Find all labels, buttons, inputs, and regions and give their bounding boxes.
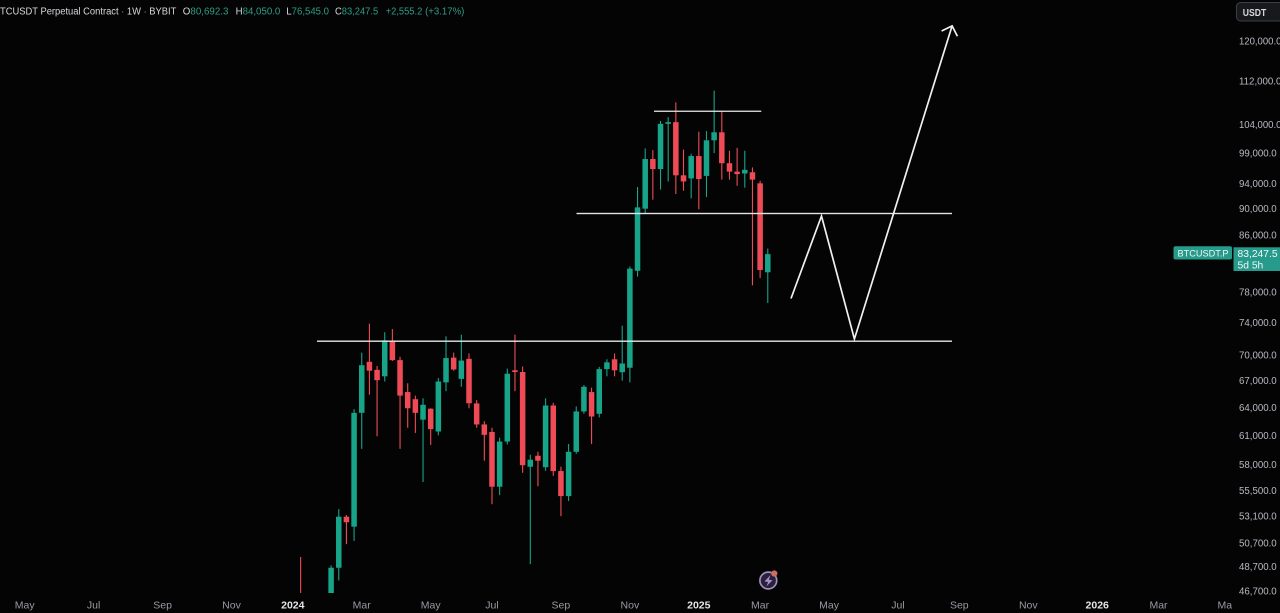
svg-text:Mar: Mar — [353, 599, 372, 611]
svg-text:H84,050.0: H84,050.0 — [236, 6, 281, 17]
svg-text:99,000.0: 99,000.0 — [1239, 149, 1277, 160]
svg-text:70,000.0: 70,000.0 — [1239, 351, 1277, 362]
svg-text:BTCUSDT.P: BTCUSDT.P — [1178, 248, 1229, 258]
svg-text:78,000.0: 78,000.0 — [1239, 288, 1277, 299]
svg-text:90,000.0: 90,000.0 — [1239, 204, 1277, 215]
svg-text:104,000.0: 104,000.0 — [1239, 120, 1280, 131]
svg-text:86,000.0: 86,000.0 — [1239, 231, 1277, 242]
svg-text:May: May — [421, 599, 442, 611]
svg-text:5d 5h: 5d 5h — [1238, 260, 1264, 271]
svg-text:83,247.5: 83,247.5 — [1238, 249, 1278, 260]
svg-text:+2,555.2: +2,555.2 — [386, 6, 423, 17]
svg-text:C83,247.5: C83,247.5 — [335, 6, 379, 17]
svg-text:2024: 2024 — [281, 599, 305, 611]
svg-text:Jul: Jul — [891, 599, 904, 611]
svg-text:Sep: Sep — [552, 599, 571, 611]
svg-text:May: May — [1217, 599, 1238, 611]
svg-text:TCUSDT Perpetual Contract · 1W: TCUSDT Perpetual Contract · 1W · BYBIT — [0, 6, 176, 17]
svg-text:58,000.0: 58,000.0 — [1239, 460, 1277, 471]
svg-text:May: May — [819, 599, 840, 611]
svg-text:61,000.0: 61,000.0 — [1239, 431, 1277, 442]
svg-text:46,700.0: 46,700.0 — [1239, 587, 1277, 598]
svg-text:Mar: Mar — [1149, 599, 1168, 611]
svg-text:Nov: Nov — [222, 599, 241, 611]
svg-text:Nov: Nov — [621, 599, 640, 611]
svg-text:53,100.0: 53,100.0 — [1239, 512, 1277, 523]
svg-text:2026: 2026 — [1086, 599, 1110, 611]
svg-text:Sep: Sep — [153, 599, 172, 611]
svg-text:O80,692.3: O80,692.3 — [183, 6, 229, 17]
svg-text:50,700.0: 50,700.0 — [1239, 539, 1277, 550]
svg-text:94,000.0: 94,000.0 — [1239, 179, 1277, 190]
svg-text:2025: 2025 — [687, 599, 711, 611]
svg-text:55,500.0: 55,500.0 — [1239, 486, 1277, 497]
svg-text:74,000.0: 74,000.0 — [1239, 318, 1277, 329]
svg-text:Mar: Mar — [751, 599, 770, 611]
svg-text:Sep: Sep — [950, 599, 969, 611]
svg-text:48,700.0: 48,700.0 — [1239, 562, 1277, 573]
svg-text:64,000.0: 64,000.0 — [1239, 403, 1277, 414]
svg-text:(+3.17%): (+3.17%) — [425, 6, 464, 17]
svg-text:USDT: USDT — [1243, 7, 1267, 19]
svg-text:May: May — [15, 599, 36, 611]
svg-text:Nov: Nov — [1019, 599, 1038, 611]
svg-text:Jul: Jul — [485, 599, 498, 611]
svg-text:L76,545.0: L76,545.0 — [286, 6, 329, 17]
svg-text:Jul: Jul — [87, 599, 100, 611]
svg-text:120,000.0: 120,000.0 — [1239, 37, 1280, 48]
svg-text:67,000.0: 67,000.0 — [1239, 376, 1277, 387]
svg-text:112,000.0: 112,000.0 — [1239, 77, 1280, 88]
